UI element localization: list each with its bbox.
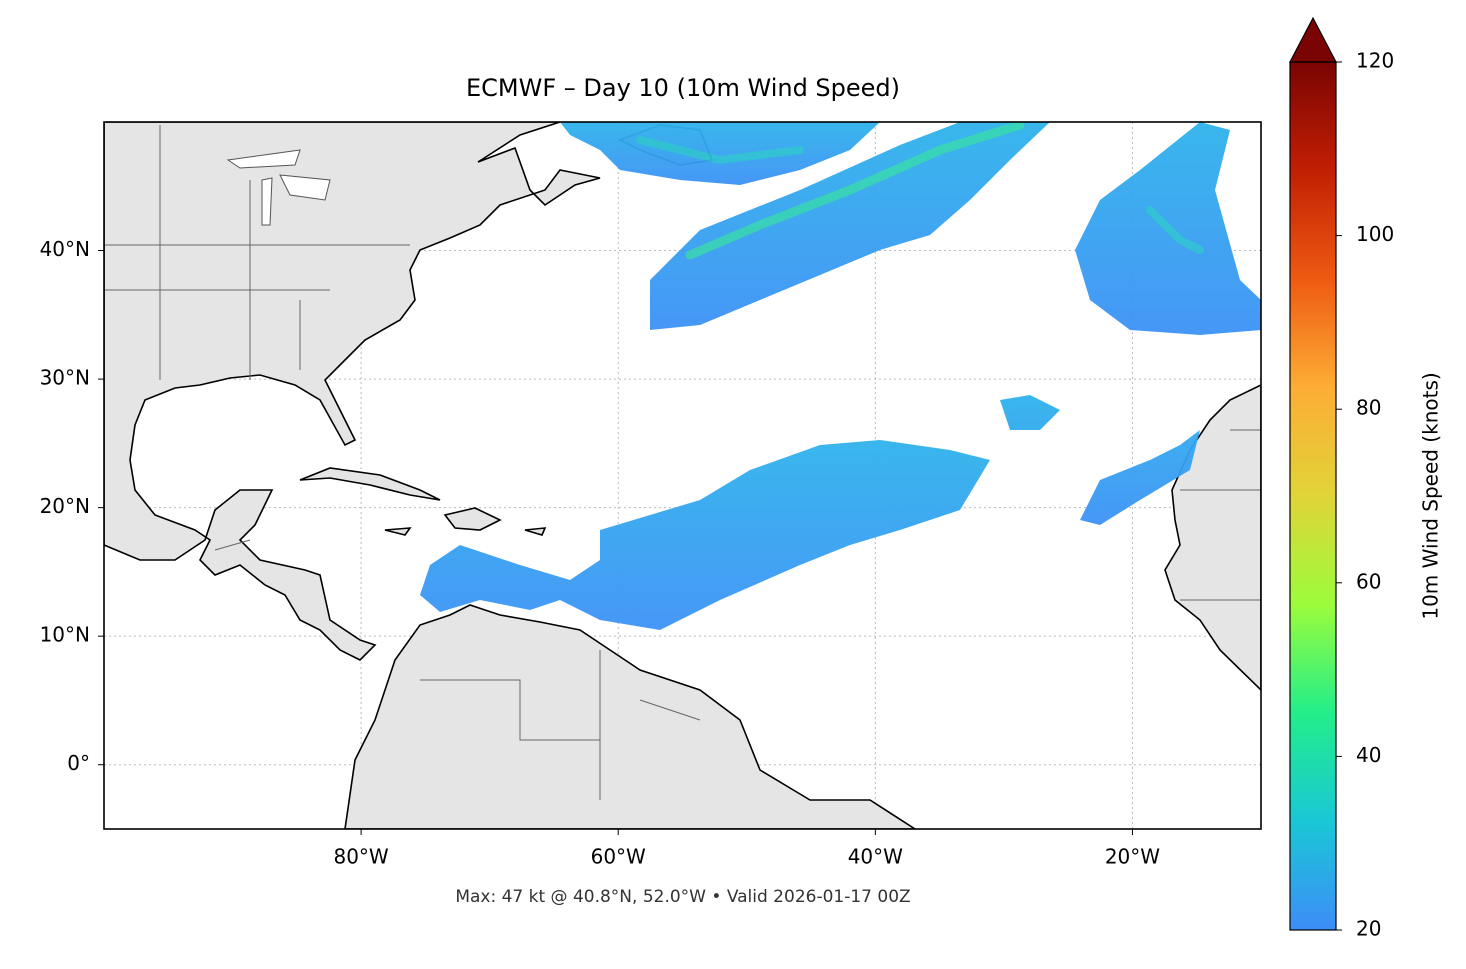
colorbar-frame	[1289, 61, 1337, 931]
colorbar-tick-label: 100	[1356, 222, 1394, 246]
y-tick-label: 10°N	[40, 623, 90, 647]
north-america	[104, 122, 601, 661]
plot-frame	[103, 121, 1262, 830]
colorbar-tick-label: 60	[1356, 569, 1381, 593]
hispaniola	[384, 507, 547, 536]
cuba	[299, 467, 441, 501]
y-tick-label: 0°	[67, 751, 90, 775]
great-lakes	[226, 149, 331, 226]
footnote: Max: 47 kt @ 40.8°N, 52.0°W • Valid 2026…	[455, 887, 910, 907]
x-tick-label: 20°W	[1105, 845, 1160, 869]
x-tick-label: 80°W	[333, 845, 388, 869]
south-america	[344, 604, 917, 829]
axes: 80°W 60°W 40°W 20°W 0° 10°N 20°N 30°N 40°N	[40, 237, 1161, 868]
map-layer	[104, 122, 1261, 829]
colorbar-label: 10m Wind Speed (knots)	[1419, 372, 1443, 619]
y-tick-label: 40°N	[40, 237, 90, 261]
wind-core	[685, 122, 1025, 260]
wind-area	[560, 122, 880, 185]
x-tick-label: 60°W	[591, 845, 646, 869]
chart-title: ECMWF – Day 10 (10m Wind Speed)	[466, 74, 900, 102]
colorbar-fill	[1290, 62, 1336, 930]
wind-core	[636, 136, 1204, 254]
borders	[104, 125, 1261, 800]
wind-area	[650, 122, 1050, 330]
y-tick-label: 30°N	[40, 366, 90, 390]
x-tick-label: 40°W	[848, 845, 903, 869]
colorbar-tick-label: 120	[1356, 49, 1394, 73]
colorbar-tick-label: 40	[1356, 743, 1381, 767]
wind-area	[1000, 395, 1200, 525]
colorbar: 20 40 60 80 100 120	[1289, 16, 1394, 941]
africa	[1164, 384, 1261, 692]
colorbar-tick-label: 80	[1356, 396, 1381, 420]
colorbar-extend	[1289, 16, 1337, 63]
colorbar-tick-label: 20	[1356, 917, 1381, 941]
wind-area	[420, 440, 990, 630]
y-tick-label: 20°N	[40, 494, 90, 518]
wind-field	[420, 122, 1261, 630]
